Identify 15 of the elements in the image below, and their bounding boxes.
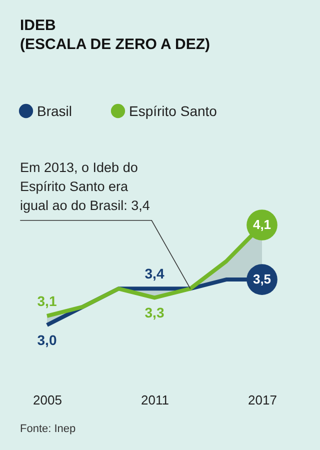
source-note: Fonte: Inep — [20, 423, 76, 435]
x-tick-label: 2017 — [248, 392, 277, 408]
data-label: 3,3 — [144, 304, 164, 321]
chart-title: IDEB — [20, 17, 56, 34]
data-label: 4,1 — [252, 217, 272, 232]
data-label: 3,5 — [252, 272, 272, 287]
chart-subtitle: (ESCALA DE ZERO A DEZ) — [20, 36, 210, 53]
legend-label: Brasil — [37, 103, 72, 119]
annotation: Em 2013, o Ideb do Espírito Santo era igual ao do Brasil: 3,4 — [20, 160, 150, 213]
legend-label: Espírito Santo — [129, 103, 218, 119]
data-label: 3,0 — [37, 332, 57, 348]
data-label: 3,4 — [144, 266, 164, 282]
data-label: 3,1 — [37, 292, 57, 309]
x-tick-label: 2005 — [33, 392, 62, 408]
x-tick-label: 2011 — [141, 392, 169, 408]
